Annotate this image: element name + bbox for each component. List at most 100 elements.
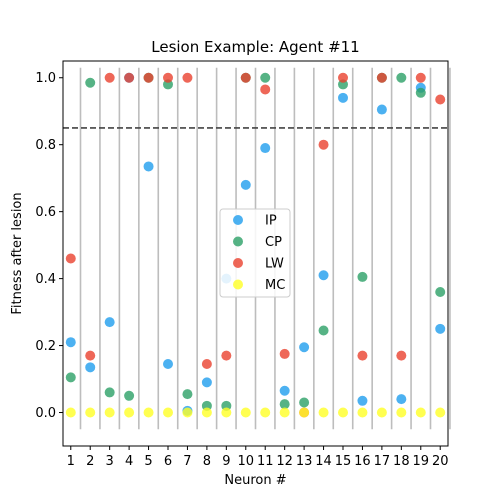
x-tick-label: 14 <box>315 454 332 469</box>
x-tick-label: 13 <box>296 454 313 469</box>
point-cp <box>85 77 96 88</box>
point-ip <box>104 317 115 328</box>
point-ip <box>279 385 290 396</box>
point-mc <box>318 407 329 418</box>
x-axis-label: Neuron # <box>224 473 286 488</box>
point-cp <box>124 390 135 401</box>
y-tick-label: 0.4 <box>35 272 56 287</box>
plot-frame <box>62 60 449 447</box>
point-mc <box>240 407 251 418</box>
point-ip <box>85 362 96 373</box>
point-lw <box>415 72 426 83</box>
point-ip <box>143 161 154 172</box>
legend-label-cp: CP <box>265 235 282 250</box>
point-mc <box>396 407 407 418</box>
point-mc <box>299 407 310 418</box>
point-mc <box>201 407 212 418</box>
point-lw <box>338 72 348 83</box>
point-ip <box>299 342 310 353</box>
x-tick-label: 11 <box>257 454 274 469</box>
point-lw <box>221 350 232 361</box>
x-tick-label: 3 <box>106 454 114 469</box>
y-tick-label: 0.6 <box>35 205 56 220</box>
point-cp <box>65 372 76 383</box>
x-tick-label: 18 <box>393 454 410 469</box>
point-cp <box>435 287 446 297</box>
y-axis-label: Fitness after lesion <box>10 192 25 314</box>
x-tick-label: 19 <box>413 454 430 469</box>
point-lw <box>104 72 115 83</box>
point-mc <box>65 407 76 418</box>
point-lw <box>182 72 193 83</box>
point-lw <box>65 253 76 264</box>
point-ip <box>65 337 76 348</box>
y-tick-label: 0.0 <box>35 406 56 421</box>
point-lw <box>376 72 387 83</box>
point-lw <box>260 84 271 95</box>
point-lw <box>435 94 446 105</box>
point-lw <box>357 350 368 361</box>
point-ip <box>435 323 446 334</box>
point-mc <box>376 407 387 418</box>
point-mc <box>104 407 115 418</box>
legend-label-lw: LW <box>265 257 284 272</box>
point-mc <box>260 407 271 418</box>
point-ip <box>201 377 212 388</box>
point-cp <box>357 271 368 282</box>
legend-box <box>219 208 291 298</box>
x-tick-label: 2 <box>86 454 94 469</box>
point-ip <box>240 179 251 190</box>
legend: IP CP LW MC <box>219 208 291 298</box>
point-ip <box>318 270 329 281</box>
point-cp <box>318 325 329 336</box>
legend-marker-lw <box>233 258 243 268</box>
x-tick-label: 10 <box>238 454 255 469</box>
x-tick-label: 20 <box>432 454 449 469</box>
point-cp <box>279 399 290 410</box>
x-tick-label: 12 <box>276 454 293 469</box>
x-tick-label: 9 <box>222 454 230 469</box>
legend-label-ip: IP <box>265 214 277 229</box>
x-tick-label: 4 <box>125 454 133 469</box>
legend-marker-ip <box>233 215 243 225</box>
point-lw <box>396 350 407 361</box>
y-tick-label: 0.2 <box>35 339 56 354</box>
point-mc <box>415 407 426 418</box>
legend-label-mc: MC <box>265 278 285 293</box>
x-tick-label: 6 <box>164 454 172 469</box>
point-ip <box>357 395 368 406</box>
x-tick-label: 17 <box>374 454 391 469</box>
legend-marker-mc <box>233 279 243 290</box>
point-ip <box>163 358 173 369</box>
point-lw <box>163 72 173 83</box>
point-cp <box>182 389 193 400</box>
point-ip <box>338 92 348 103</box>
point-cp <box>396 72 407 83</box>
point-mc <box>221 407 232 418</box>
point-mc <box>279 407 290 418</box>
point-cp <box>104 387 115 398</box>
point-mc <box>435 407 446 418</box>
point-lw <box>318 139 329 150</box>
point-mc <box>182 407 193 418</box>
point-mc <box>85 407 96 418</box>
point-lw <box>279 348 290 359</box>
point-lw <box>124 72 135 83</box>
point-ip <box>260 143 271 154</box>
x-axis: 1 2 3 4 5 6 7 8 9 10 11 12 13 14 15 16 17 18 19 20 <box>67 446 449 469</box>
point-cp <box>415 87 426 98</box>
chart-title: Lesion Example: Agent #11 <box>151 38 359 56</box>
y-tick-label: 1.0 <box>35 71 56 86</box>
point-lw <box>201 358 212 369</box>
x-tick-label: 5 <box>144 454 152 469</box>
point-mc <box>357 407 368 418</box>
point-lw <box>240 72 251 83</box>
x-tick-label: 15 <box>335 454 352 469</box>
x-tick-label: 8 <box>203 454 211 469</box>
y-axis: 0.0 0.2 0.4 0.6 0.8 1.0 <box>35 71 63 421</box>
point-mc <box>163 407 173 418</box>
point-mc <box>338 407 348 418</box>
x-tick-label: 7 <box>183 454 191 469</box>
x-tick-label: 16 <box>354 454 371 469</box>
